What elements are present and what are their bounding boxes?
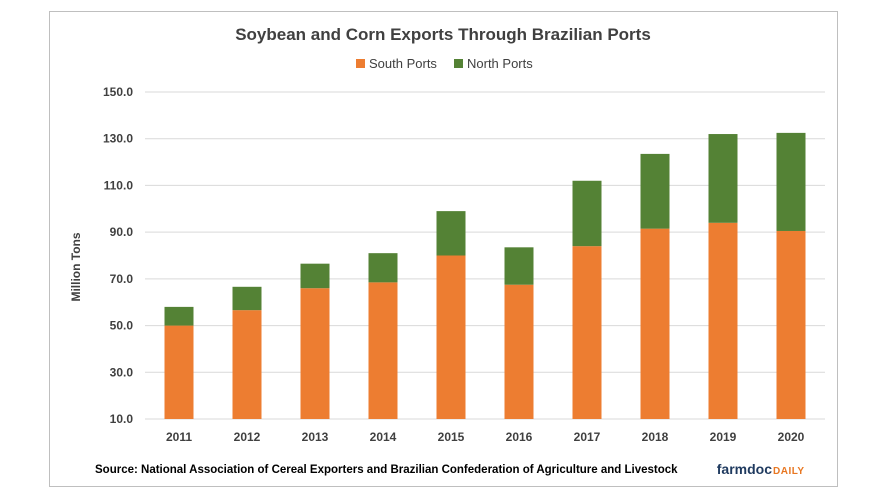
legend-label-north: North Ports [467, 56, 533, 71]
chart-title: Soybean and Corn Exports Through Brazili… [235, 25, 651, 44]
bar-south-2013 [300, 288, 330, 419]
x-tick-label: 2020 [778, 430, 805, 444]
bars [164, 132, 806, 419]
bar-south-2012 [232, 310, 262, 419]
bar-north-2016 [504, 247, 534, 285]
chart-frame: Soybean and Corn Exports Through Brazili… [49, 11, 838, 487]
x-tick-label: 2015 [438, 430, 465, 444]
bar-south-2016 [504, 284, 534, 419]
y-tick-label: 10.0 [110, 412, 134, 426]
x-tick-label: 2013 [302, 430, 329, 444]
bar-north-2015 [436, 211, 466, 256]
legend-swatch-south [356, 59, 365, 68]
bar-north-2011 [164, 306, 194, 326]
bar-south-2011 [164, 325, 194, 419]
y-tick-label: 30.0 [110, 365, 134, 379]
bar-north-2014 [368, 253, 398, 283]
bar-south-2020 [776, 230, 806, 419]
x-tick-label: 2012 [234, 430, 261, 444]
legend-swatch-north [454, 59, 463, 68]
y-tick-label: 150.0 [103, 85, 133, 99]
bar-north-2019 [708, 134, 738, 223]
bar-south-2014 [368, 282, 398, 419]
bar-north-2020 [776, 132, 806, 231]
bar-north-2017 [572, 180, 602, 247]
legend-label-south: South Ports [369, 56, 437, 71]
x-tick-labels: 2011 2012 2013 2014 2015 2016 2017 2018 2019 2020 [166, 430, 805, 444]
logo-text-daily: DAILY [773, 466, 805, 477]
y-axis-label: Million Tons [69, 232, 83, 301]
y-tick-label: 50.0 [110, 319, 134, 333]
bar-north-2012 [232, 286, 262, 311]
bar-south-2015 [436, 255, 466, 419]
source-note: Source: National Association of Cereal E… [95, 464, 678, 476]
x-tick-label: 2011 [166, 430, 192, 444]
bar-south-2017 [572, 246, 602, 419]
y-tick-labels: 10.0 30.0 50.0 70.0 90.0 110.0 130.0 150.0 [103, 85, 133, 426]
y-tick-label: 90.0 [110, 225, 134, 239]
bar-north-2013 [300, 263, 330, 289]
x-tick-label: 2016 [506, 430, 533, 444]
x-tick-label: 2018 [642, 430, 669, 444]
bar-south-2018 [640, 228, 670, 419]
x-tick-label: 2019 [710, 430, 737, 444]
bar-north-2018 [640, 153, 670, 229]
logo-text-farmdoc: farmdoc [717, 461, 772, 477]
y-tick-label: 110.0 [104, 178, 134, 192]
legend: South Ports North Ports [356, 56, 533, 71]
x-tick-label: 2014 [370, 430, 397, 444]
chart-canvas: Soybean and Corn Exports Through Brazili… [69, 25, 825, 477]
farmdoc-logo: farmdoc DAILY [717, 461, 805, 477]
x-tick-label: 2017 [574, 430, 601, 444]
bar-south-2019 [708, 222, 738, 419]
y-tick-label: 130.0 [103, 132, 133, 146]
y-tick-label: 70.0 [110, 272, 134, 286]
